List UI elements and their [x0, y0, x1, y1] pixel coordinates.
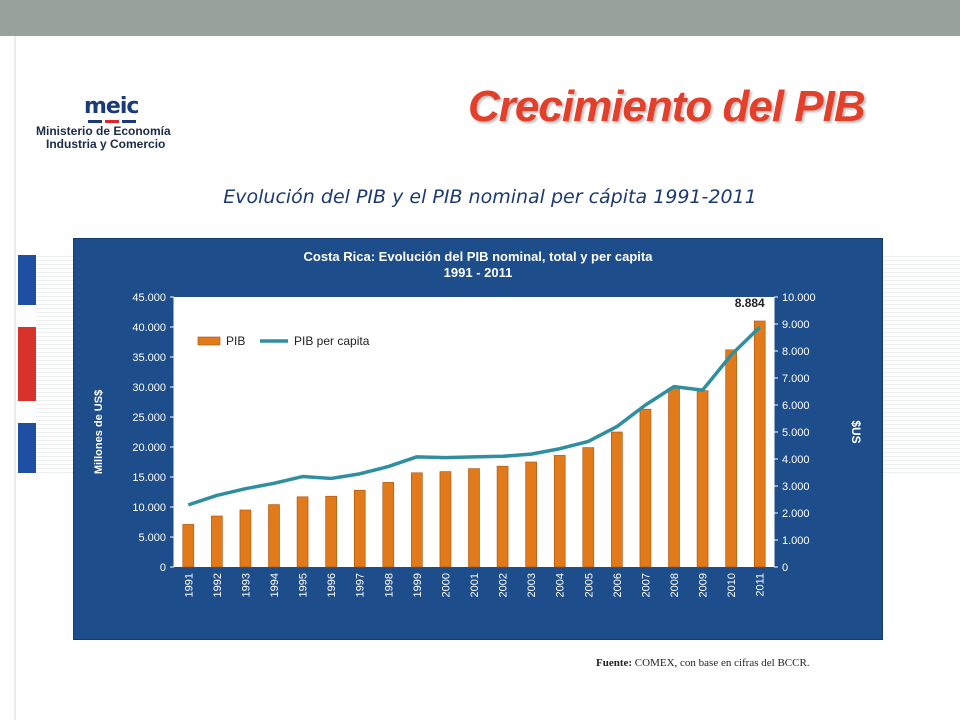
top-bar — [0, 0, 960, 36]
bar-pib-1994 — [268, 504, 280, 568]
bar-pib-2006 — [611, 431, 623, 568]
legend-per-capita-label: PIB per capita — [294, 334, 370, 348]
bar-pib-1995 — [296, 496, 309, 568]
bar-pib-1996 — [325, 495, 337, 568]
logo-line-1: Ministerio de Economía — [36, 124, 171, 138]
logo-wordmark: meic — [84, 94, 139, 119]
x-tick-label: 2002 — [498, 573, 510, 597]
bar-pib-2000 — [439, 471, 452, 568]
annotation-last-value: 8.884 — [735, 296, 765, 310]
y-tick-label: 30.000 — [132, 382, 166, 394]
chart-panel: Costa Rica: Evolución del PIB nominal, t… — [73, 238, 883, 640]
chart-title-years: 1991 - 2011 — [444, 265, 513, 280]
x-tick-label: 1999 — [412, 573, 424, 597]
logo-dash-icon — [88, 120, 136, 123]
legend-pib-swatch — [197, 336, 221, 346]
logo-line-2: Industria y Comercio — [46, 137, 166, 151]
meic-logo: meic Ministerio de Economía Industria y … — [36, 94, 206, 154]
bar-pib-2009 — [696, 390, 709, 568]
source-note: Fuente: COMEX, con base en cifras del BC… — [596, 657, 810, 669]
bar-pib-1992 — [211, 515, 223, 568]
bar-pib-1998 — [382, 482, 395, 568]
bar-pib-2010 — [725, 349, 737, 568]
flag-decoration — [18, 255, 36, 473]
y2-tick-label: 0 — [782, 562, 788, 574]
y2-tick-label: 4.000 — [782, 454, 810, 466]
y2-tick-label: 6.000 — [782, 400, 810, 412]
bar-pib-2007 — [639, 408, 652, 568]
y2-tick-label: 10.000 — [782, 292, 816, 304]
slide-title: Crecimiento del PIB — [468, 82, 866, 131]
bar-pib-2001 — [468, 468, 480, 568]
y-tick-label: 45.000 — [132, 292, 166, 304]
x-tick-label: 2000 — [440, 573, 452, 597]
y2-tick-label: 5.000 — [782, 427, 810, 439]
x-tick-label: 2004 — [555, 573, 567, 597]
line-pib-per-capita — [187, 325, 761, 507]
bar-pib-1991 — [182, 524, 195, 568]
bar-pib-2005 — [582, 447, 595, 568]
x-tick-label: 1995 — [298, 573, 310, 597]
y-tick-label: 0 — [160, 562, 166, 574]
y-tick-label: 15.000 — [132, 472, 166, 484]
x-tick-label: 1998 — [383, 573, 395, 597]
y2-tick-label: 9.000 — [782, 319, 810, 331]
x-tick-label: 2011 — [755, 573, 767, 597]
x-tick-label: 2009 — [698, 573, 710, 597]
bar-pib-1999 — [411, 472, 423, 568]
x-tick-label: 2003 — [526, 573, 538, 597]
y2-tick-label: 3.000 — [782, 481, 810, 493]
x-tick-label: 1994 — [269, 573, 281, 597]
bar-pib-2011 — [753, 320, 766, 568]
y2-tick-label: 1.000 — [782, 535, 810, 547]
slide-subtitle: Evolución del PIB y el PIB nominal per c… — [223, 186, 757, 208]
bar-pib-2008 — [668, 387, 680, 568]
x-tick-label: 2005 — [583, 573, 595, 597]
x-tick-label: 1997 — [355, 573, 367, 597]
bar-pib-2002 — [496, 465, 509, 568]
bar-pib-1997 — [353, 489, 366, 568]
y-tick-label: 5.000 — [138, 532, 166, 544]
pib-chart: Costa Rica: Evolución del PIB nominal, t… — [93, 249, 863, 597]
y-tick-label: 25.000 — [132, 412, 166, 424]
y-axis-label: Millones de US$ — [93, 390, 105, 474]
y-tick-label: 35.000 — [132, 352, 166, 364]
source-label: Fuente: — [596, 657, 633, 669]
x-tick-label: 1993 — [240, 573, 252, 597]
y2-tick-label: 2.000 — [782, 508, 810, 520]
x-tick-label: 1996 — [326, 573, 338, 597]
x-tick-label: 2006 — [612, 573, 624, 597]
x-tick-label: 1991 — [183, 573, 195, 597]
y-tick-label: 10.000 — [132, 502, 166, 514]
bar-pib-2003 — [525, 461, 537, 568]
y-tick-label: 20.000 — [132, 442, 166, 454]
bar-pib-1993 — [239, 509, 252, 568]
bar-pib-2004 — [553, 455, 566, 568]
legend-pib-label: PIB — [226, 334, 245, 348]
left-rule — [14, 36, 16, 720]
x-tick-label: 2001 — [469, 573, 481, 597]
x-tick-label: 2007 — [640, 573, 652, 597]
x-tick-label: 1992 — [212, 573, 224, 597]
x-tick-label: 2010 — [726, 573, 738, 597]
source-text: COMEX, con base en cifras del BCCR. — [632, 657, 810, 669]
chart-title: Costa Rica: Evolución del PIB nominal, t… — [304, 249, 654, 264]
y2-tick-label: 7.000 — [782, 373, 810, 385]
y2-tick-label: 8.000 — [782, 346, 810, 358]
y2-axis-label: $US — [849, 420, 863, 443]
y-tick-label: 40.000 — [132, 322, 166, 334]
x-tick-label: 2008 — [669, 573, 681, 597]
